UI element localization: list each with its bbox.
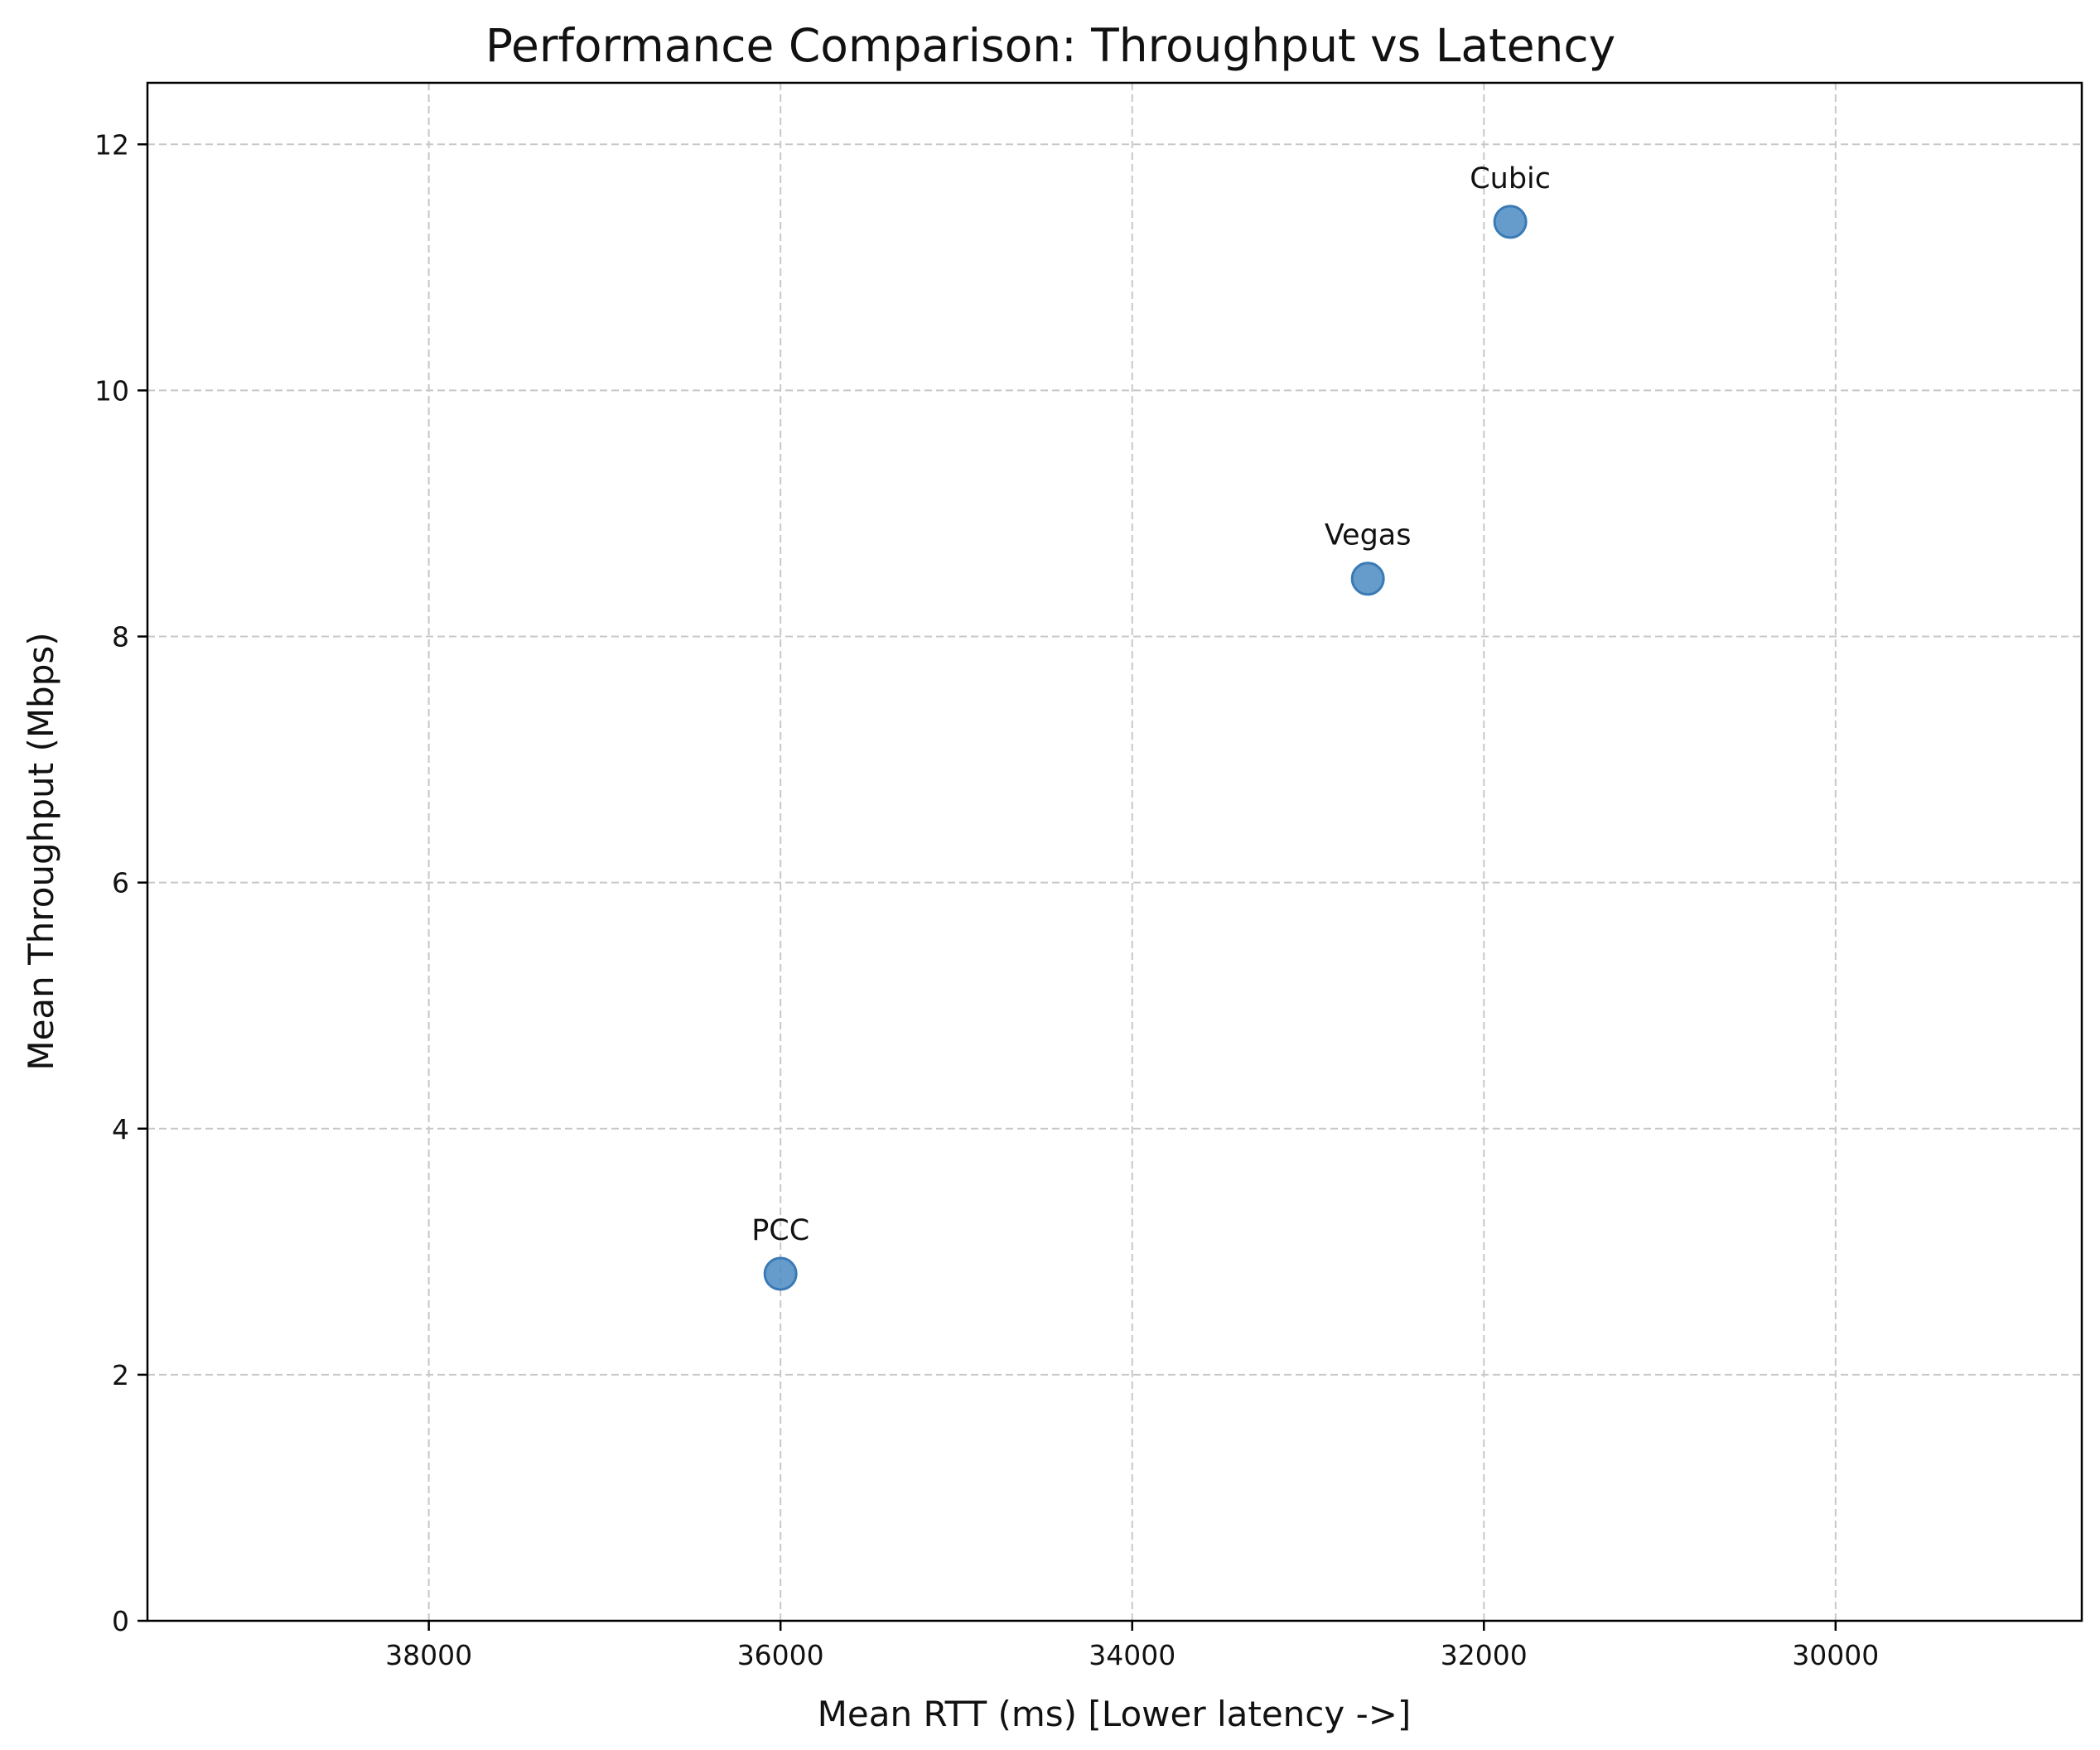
y-tick-label: 6: [112, 867, 129, 899]
y-axis-label: Mean Throughput (Mbps): [21, 632, 61, 1070]
grid-lines: [147, 83, 2082, 1621]
data-point-cubic: [1493, 205, 1528, 239]
x-tick-label: 32000: [1441, 1639, 1528, 1671]
data-point-pcc: [763, 1256, 798, 1291]
x-axis-label: Mean RTT (ms) [Lower latency ->]: [818, 1694, 1412, 1734]
x-tick-label: 36000: [737, 1639, 824, 1671]
chart-title: Performance Comparison: Throughput vs La…: [485, 19, 1615, 72]
x-tick-label: 30000: [1792, 1639, 1879, 1671]
point-label-cubic: Cubic: [1470, 162, 1551, 195]
x-tick-label: 34000: [1089, 1639, 1176, 1671]
y-tick-label: 0: [112, 1605, 129, 1637]
y-tick-label: 4: [112, 1113, 129, 1145]
data-points: Cubic Vegas PCC: [751, 162, 1551, 1291]
x-axis-ticks: 38000 36000 34000 32000 30000: [385, 1621, 1879, 1671]
y-axis-ticks: 0 2 4 6 8 10 12: [94, 128, 147, 1637]
y-tick-label: 12: [94, 128, 129, 161]
y-tick-label: 2: [112, 1359, 129, 1391]
y-tick-label: 8: [112, 621, 129, 653]
point-label-vegas: Vegas: [1325, 519, 1412, 552]
plot-frame: [146, 81, 2083, 1622]
point-label-pcc: PCC: [751, 1214, 809, 1247]
x-tick-label: 38000: [385, 1639, 472, 1671]
y-tick-label: 10: [94, 374, 129, 407]
data-point-vegas: [1350, 562, 1385, 596]
